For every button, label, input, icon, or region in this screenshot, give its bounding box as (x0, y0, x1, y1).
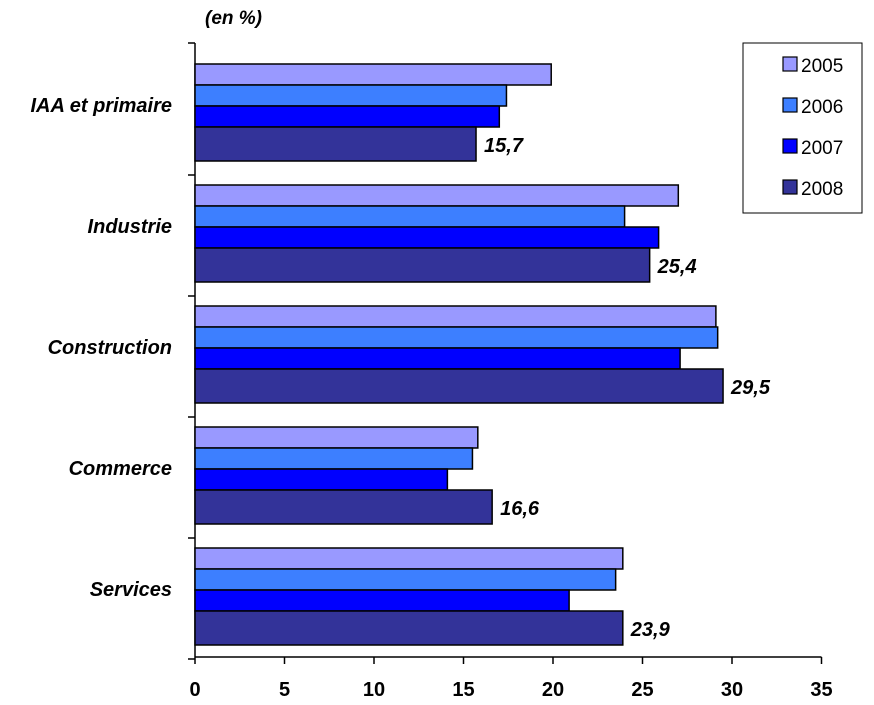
unit-label: (en %) (205, 8, 262, 29)
x-tick-label: 10 (363, 679, 385, 701)
bar-2006 (194, 568, 617, 591)
bar-2008 (194, 247, 651, 283)
data-label: 15,7 (484, 135, 524, 157)
legend-swatch-2005 (782, 56, 798, 72)
category-label: Services (90, 579, 172, 601)
bar-2006 (194, 326, 719, 349)
legend-swatch-2006 (782, 97, 798, 113)
legend-label-2005: 2005 (801, 56, 843, 77)
bar-2006 (194, 205, 626, 228)
legend-label-2007: 2007 (801, 138, 843, 159)
bar-2007 (194, 226, 660, 249)
x-tick-label: 25 (631, 679, 653, 701)
category-label: Construction (48, 337, 172, 359)
x-tick-label: 5 (279, 679, 290, 701)
x-tick-label: 30 (721, 679, 743, 701)
data-label: 29,5 (730, 377, 771, 399)
legend-label-2006: 2006 (801, 97, 843, 118)
data-label: 25,4 (657, 256, 697, 278)
bar-2007 (194, 468, 449, 491)
legend-swatch-2007 (782, 138, 798, 154)
data-label: 23,9 (630, 619, 671, 641)
bar-2008 (194, 126, 477, 162)
bar-2008 (194, 368, 724, 404)
x-tick-label: 20 (542, 679, 564, 701)
x-tick-label: 0 (189, 679, 200, 701)
legend-swatch-2008 (782, 179, 798, 195)
bar-2006 (194, 447, 474, 470)
category-label: Industrie (88, 216, 172, 238)
x-tick-label: 15 (452, 679, 474, 701)
category-label: Commerce (69, 458, 172, 480)
bar-2005 (194, 305, 717, 328)
bar-2007 (194, 347, 681, 370)
bar-2007 (194, 589, 570, 612)
bar-2008 (194, 610, 624, 646)
bar-2005 (194, 63, 552, 86)
bar-2008 (194, 489, 493, 525)
bar-2005 (194, 547, 624, 570)
legend-label-2008: 2008 (801, 179, 843, 200)
bar-2006 (194, 84, 508, 107)
category-label: IAA et primaire (30, 95, 172, 117)
x-tick-label: 35 (810, 679, 832, 701)
data-label: 16,6 (500, 498, 540, 520)
bar-2005 (194, 426, 479, 449)
bar-2005 (194, 184, 680, 207)
bar-2007 (194, 105, 501, 128)
legend-box (742, 42, 863, 214)
